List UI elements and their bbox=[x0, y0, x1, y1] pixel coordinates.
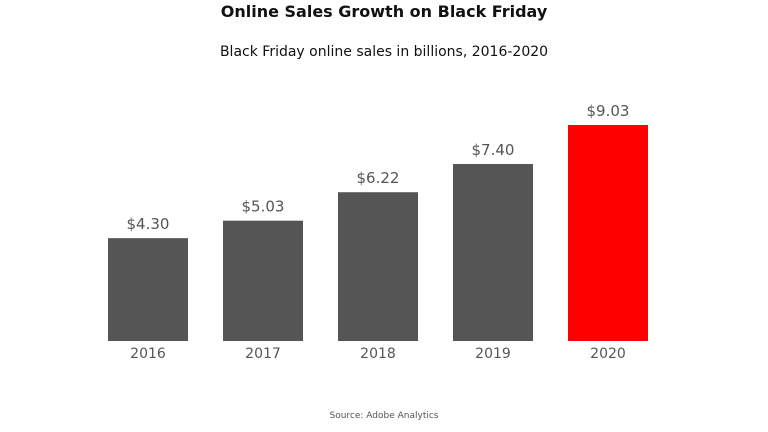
bar-2017 bbox=[223, 220, 303, 341]
data-labels-group: $4.30 $5.03 $6.22 $7.40 $9.03 bbox=[127, 102, 630, 233]
bar-2019 bbox=[453, 163, 533, 341]
x-tick-label-2017: 2017 bbox=[245, 346, 281, 362]
x-axis-ticks-group: 2016 2017 2018 2019 2020 bbox=[130, 346, 626, 362]
data-label-2019: $7.40 bbox=[472, 141, 515, 159]
chart-source-note: Source: Adobe Analytics bbox=[329, 411, 439, 421]
bar-2018 bbox=[338, 192, 418, 341]
data-label-2018: $6.22 bbox=[357, 169, 400, 187]
data-label-2020: $9.03 bbox=[587, 102, 630, 120]
chart-title: Online Sales Growth on Black Friday bbox=[220, 2, 548, 21]
bars-group bbox=[108, 125, 648, 341]
x-tick-label-2020: 2020 bbox=[590, 346, 626, 362]
x-tick-label-2019: 2019 bbox=[475, 346, 511, 362]
bar-2016 bbox=[108, 238, 188, 341]
bar-2020 bbox=[568, 125, 648, 341]
x-tick-label-2018: 2018 bbox=[360, 346, 396, 362]
chart-subtitle: Black Friday online sales in billions, 2… bbox=[219, 44, 549, 60]
data-label-2017: $5.03 bbox=[242, 198, 285, 216]
data-label-2016: $4.30 bbox=[127, 215, 170, 233]
x-tick-label-2016: 2016 bbox=[130, 346, 166, 362]
